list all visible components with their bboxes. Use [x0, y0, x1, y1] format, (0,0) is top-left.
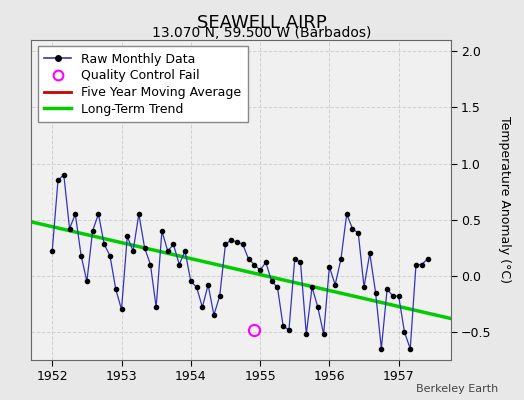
Legend: Raw Monthly Data, Quality Control Fail, Five Year Moving Average, Long-Term Tren: Raw Monthly Data, Quality Control Fail, …	[38, 46, 248, 122]
Y-axis label: Temperature Anomaly (°C): Temperature Anomaly (°C)	[498, 116, 511, 284]
Text: Berkeley Earth: Berkeley Earth	[416, 384, 498, 394]
Text: SEAWELL AIRP: SEAWELL AIRP	[197, 14, 327, 32]
Text: 13.070 N, 59.500 W (Barbados): 13.070 N, 59.500 W (Barbados)	[152, 26, 372, 40]
